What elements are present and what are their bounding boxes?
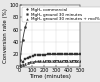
MgH₂ commercial [52, 9, 53, 10]
MgH₂ ground 30 minutes [54, 54, 56, 55]
MgH₂ ground 30 minutes [40, 54, 41, 55]
MgH₂ commercial [57, 9, 58, 10]
MgH₂ commercial [59, 9, 61, 10]
MgH₂ ground 30 minutes + mol% MgCl₂ [22, 64, 23, 65]
MgH₂ ground 30 minutes + mol% MgCl₂ [25, 63, 26, 64]
MgH₂ ground 30 minutes [27, 57, 28, 58]
MgH₂ ground 30 minutes [22, 61, 23, 62]
MgH₂ commercial [27, 20, 28, 21]
MgH₂ ground 30 minutes + mol% MgCl₂ [79, 60, 80, 61]
MgH₂ ground 30 minutes + mol% MgCl₂ [37, 61, 38, 62]
MgH₂ commercial [74, 9, 76, 10]
MgH₂ commercial [32, 13, 33, 14]
MgH₂ ground 30 minutes [20, 65, 21, 66]
MgH₂ ground 30 minutes + mol% MgCl₂ [40, 61, 41, 62]
MgH₂ commercial [50, 9, 51, 10]
MgH₂ ground 30 minutes + mol% MgCl₂ [32, 61, 33, 62]
MgH₂ ground 30 minutes + mol% MgCl₂ [47, 60, 48, 61]
MgH₂ ground 30 minutes + mol% MgCl₂ [62, 60, 63, 61]
MgH₂ ground 30 minutes + mol% MgCl₂ [20, 66, 21, 67]
MgH₂ ground 30 minutes + mol% MgCl₂ [30, 62, 31, 63]
Line: MgH₂ commercial: MgH₂ commercial [19, 8, 81, 61]
MgH₂ ground 30 minutes [74, 54, 76, 55]
MgH₂ commercial [69, 9, 70, 10]
MgH₂ ground 30 minutes [62, 54, 63, 55]
MgH₂ commercial [67, 9, 68, 10]
MgH₂ commercial [20, 59, 21, 60]
MgH₂ ground 30 minutes + mol% MgCl₂ [44, 60, 46, 61]
MgH₂ commercial [37, 10, 38, 11]
MgH₂ ground 30 minutes [59, 54, 61, 55]
Line: MgH₂ ground 30 minutes + mol% MgCl₂: MgH₂ ground 30 minutes + mol% MgCl₂ [19, 59, 81, 67]
MgH₂ commercial [42, 9, 43, 10]
MgH₂ commercial [35, 11, 36, 12]
MgH₂ ground 30 minutes [25, 59, 26, 60]
MgH₂ ground 30 minutes [44, 54, 46, 55]
MgH₂ ground 30 minutes + mol% MgCl₂ [35, 61, 36, 62]
MgH₂ ground 30 minutes [37, 54, 38, 55]
MgH₂ commercial [79, 9, 80, 10]
MgH₂ ground 30 minutes [67, 54, 68, 55]
MgH₂ commercial [77, 9, 78, 10]
MgH₂ ground 30 minutes [30, 56, 31, 57]
MgH₂ ground 30 minutes + mol% MgCl₂ [67, 60, 68, 61]
MgH₂ ground 30 minutes [35, 55, 36, 56]
MgH₂ commercial [62, 9, 63, 10]
MgH₂ ground 30 minutes [77, 54, 78, 55]
MgH₂ commercial [22, 39, 23, 40]
MgH₂ ground 30 minutes + mol% MgCl₂ [72, 60, 73, 61]
MgH₂ commercial [47, 9, 48, 10]
MgH₂ ground 30 minutes + mol% MgCl₂ [64, 60, 66, 61]
Y-axis label: Conversion rate (%): Conversion rate (%) [3, 8, 8, 63]
MgH₂ ground 30 minutes + mol% MgCl₂ [50, 60, 51, 61]
MgH₂ ground 30 minutes + mol% MgCl₂ [59, 60, 61, 61]
MgH₂ commercial [30, 15, 31, 16]
MgH₂ ground 30 minutes [32, 55, 33, 56]
MgH₂ ground 30 minutes + mol% MgCl₂ [57, 60, 58, 61]
X-axis label: Time (minutes): Time (minutes) [29, 74, 71, 79]
MgH₂ ground 30 minutes [64, 54, 66, 55]
MgH₂ ground 30 minutes [79, 54, 80, 55]
MgH₂ ground 30 minutes [57, 54, 58, 55]
MgH₂ ground 30 minutes + mol% MgCl₂ [42, 60, 43, 61]
MgH₂ commercial [25, 27, 26, 28]
MgH₂ ground 30 minutes + mol% MgCl₂ [74, 60, 76, 61]
MgH₂ ground 30 minutes [42, 54, 43, 55]
Line: MgH₂ ground 30 minutes: MgH₂ ground 30 minutes [19, 53, 81, 67]
Legend: MgH₂ commercial, MgH₂ ground 30 minutes, MgH₂ ground 30 minutes + mol% MgCl₂: MgH₂ commercial, MgH₂ ground 30 minutes,… [22, 7, 100, 22]
MgH₂ ground 30 minutes + mol% MgCl₂ [27, 62, 28, 63]
MgH₂ ground 30 minutes + mol% MgCl₂ [52, 60, 53, 61]
MgH₂ ground 30 minutes [47, 54, 48, 55]
MgH₂ commercial [64, 9, 66, 10]
MgH₂ ground 30 minutes [69, 54, 70, 55]
MgH₂ ground 30 minutes + mol% MgCl₂ [77, 60, 78, 61]
MgH₂ ground 30 minutes + mol% MgCl₂ [54, 60, 56, 61]
MgH₂ ground 30 minutes [50, 54, 51, 55]
MgH₂ ground 30 minutes [52, 54, 53, 55]
MgH₂ ground 30 minutes + mol% MgCl₂ [69, 60, 70, 61]
MgH₂ commercial [72, 9, 73, 10]
MgH₂ ground 30 minutes [72, 54, 73, 55]
MgH₂ commercial [44, 9, 46, 10]
MgH₂ commercial [54, 9, 56, 10]
